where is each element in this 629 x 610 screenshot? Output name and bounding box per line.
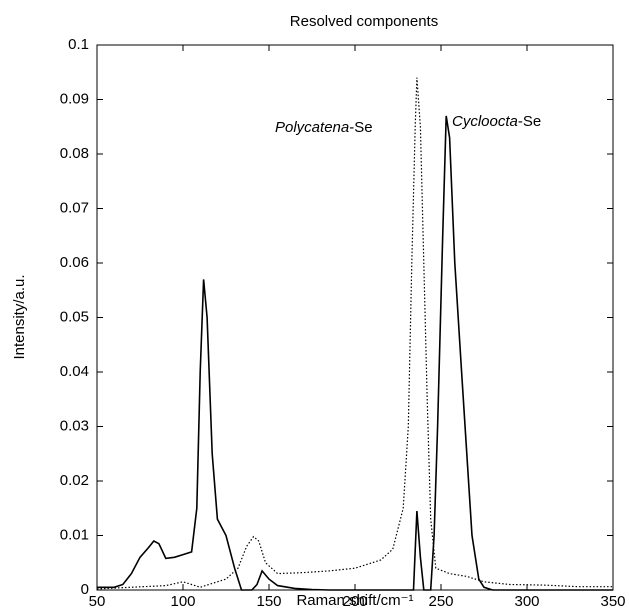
series-line <box>96 77 613 590</box>
annotation: Polycatena-Se <box>275 119 373 136</box>
x-tick-label: 300 <box>514 593 539 610</box>
x-axis-label: Raman shift/cm⁻¹ <box>296 592 413 609</box>
chart-title: Resolved components <box>290 13 438 30</box>
series-line <box>97 115 613 591</box>
annotation-part: Polycatena <box>275 119 349 136</box>
annotation: Cycloocta-Se <box>452 113 541 130</box>
y-tick-label: 0.04 <box>60 363 89 380</box>
y-tick-label: 0.05 <box>60 308 89 325</box>
y-tick-label: 0.08 <box>60 145 89 162</box>
y-tick-label: 0.1 <box>68 36 89 53</box>
annotation-part: -Se <box>349 119 372 136</box>
y-tick-label: 0.09 <box>60 90 89 107</box>
annotation-part: -Se <box>518 113 541 130</box>
y-tick-label: 0.06 <box>60 254 89 271</box>
x-tick-label: 100 <box>170 593 195 610</box>
annotation-part: Cycloocta <box>452 113 518 130</box>
x-tick-label: 50 <box>89 593 106 610</box>
y-tick-label: 0.01 <box>60 526 89 543</box>
y-tick-label: 0.02 <box>60 472 89 489</box>
x-tick-label: 350 <box>600 593 625 610</box>
y-tick-label: 0 <box>81 581 89 598</box>
x-tick-label: 200 <box>342 593 367 610</box>
y-tick-label: 0.07 <box>60 199 89 216</box>
x-tick-label: 150 <box>256 593 281 610</box>
y-tick-label: 0.03 <box>60 417 89 434</box>
x-tick-label: 250 <box>428 593 453 610</box>
y-axis-label: Intensity/a.u. <box>11 274 28 359</box>
